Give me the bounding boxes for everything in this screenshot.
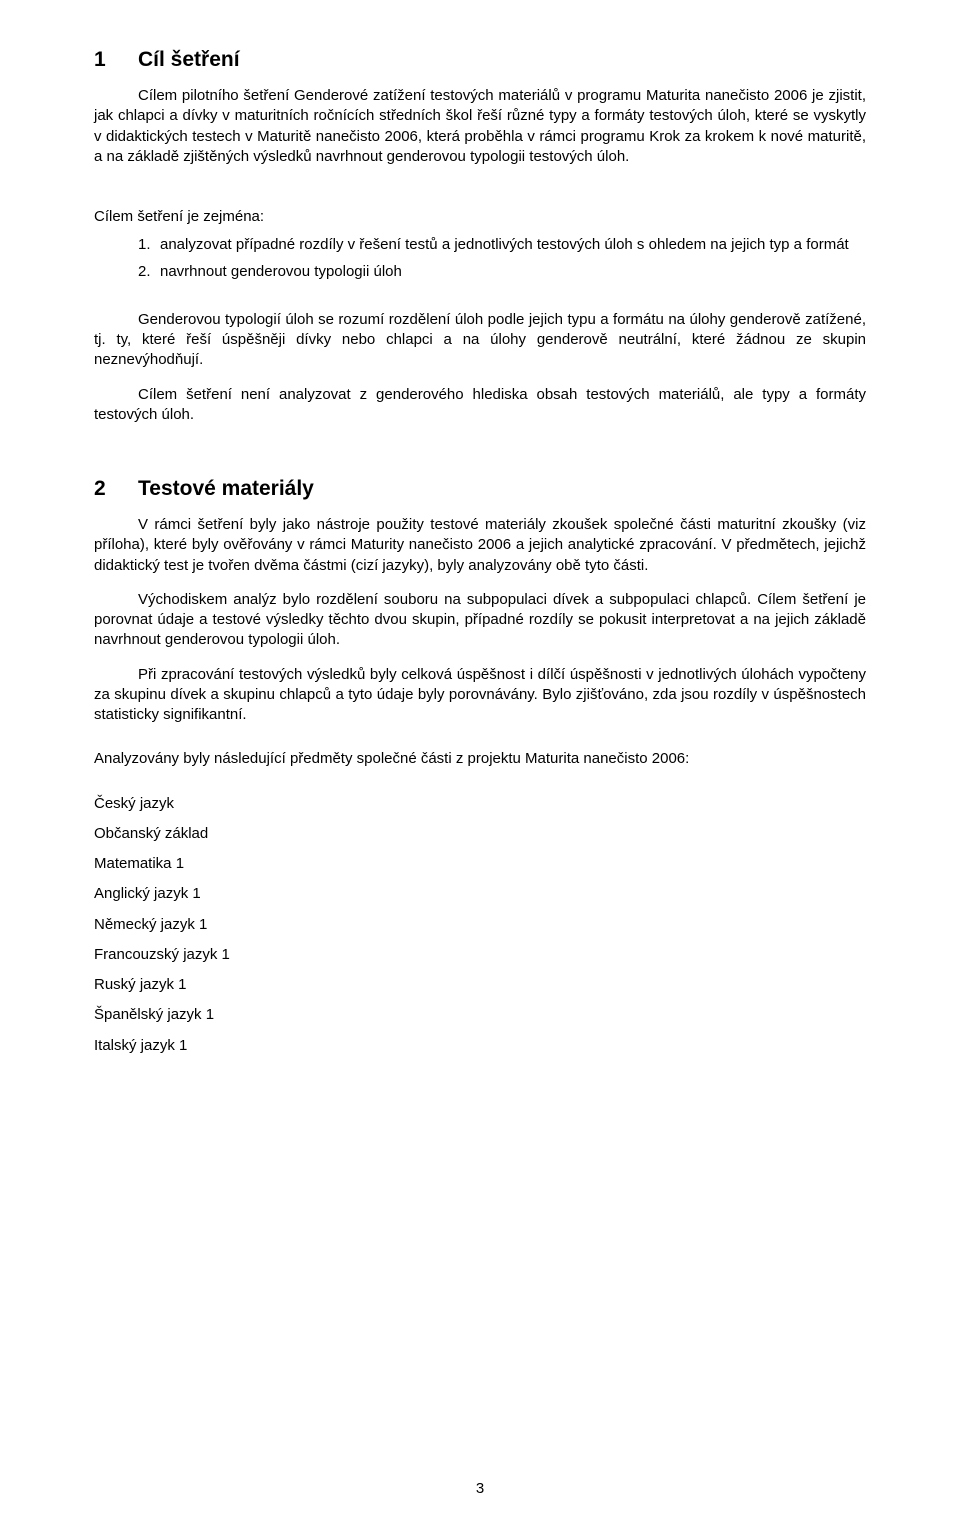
section1-number: 1 [94,48,138,72]
list-item-number: 2. [138,262,160,282]
list-item: 2.navrhnout genderovou typologii úloh [116,262,866,282]
subject-item: Ruský jazyk 1 [94,975,866,995]
section1-goals-lead: Cílem šetření je zejména: [94,207,866,227]
subject-item: Španělský jazyk 1 [94,1005,866,1025]
spacer [94,739,866,749]
section1-para2: Genderovou typologií úloh se rozumí rozd… [94,310,866,371]
list-item-text: analyzovat případné rozdíly v řešení tes… [160,236,849,253]
subject-item: Francouzský jazyk 1 [94,945,866,965]
section2-para3: Při zpracování testových výsledků byly c… [94,665,866,726]
section2-para2: Východiskem analýz bylo rozdělení soubor… [94,590,866,651]
section1-goals-list: 1.analyzovat případné rozdíly v řešení t… [94,235,866,282]
list-item-number: 1. [138,235,160,255]
section2-number: 2 [94,477,138,501]
section1-para1: Cílem pilotního šetření Genderové zatíže… [94,86,866,167]
subject-item: Italský jazyk 1 [94,1036,866,1056]
subject-item: Anglický jazyk 1 [94,884,866,904]
subject-item: Matematika 1 [94,854,866,874]
section1-para3: Cílem šetření není analyzovat z genderov… [94,385,866,426]
spacer [94,439,866,477]
subject-item: Německý jazyk 1 [94,915,866,935]
page: 1Cíl šetření Cílem pilotního šetření Gen… [0,0,960,1515]
subject-item: Český jazyk [94,794,866,814]
page-number: 3 [0,1480,960,1497]
list-item-text: navrhnout genderovou typologii úloh [160,263,402,280]
section2-heading: 2Testové materiály [94,477,866,501]
section1-title: Cíl šetření [138,48,240,71]
spacer [94,181,866,207]
subjects-list: Český jazyk Občanský základ Matematika 1… [94,794,866,1056]
section2-para1: V rámci šetření byly jako nástroje použi… [94,515,866,576]
list-item: 1.analyzovat případné rozdíly v řešení t… [116,235,866,255]
section2-title: Testové materiály [138,477,314,500]
spacer [94,784,866,794]
subject-item: Občanský základ [94,824,866,844]
section1-heading: 1Cíl šetření [94,48,866,72]
section2-subjects-lead: Analyzovány byly následující předměty sp… [94,749,866,769]
